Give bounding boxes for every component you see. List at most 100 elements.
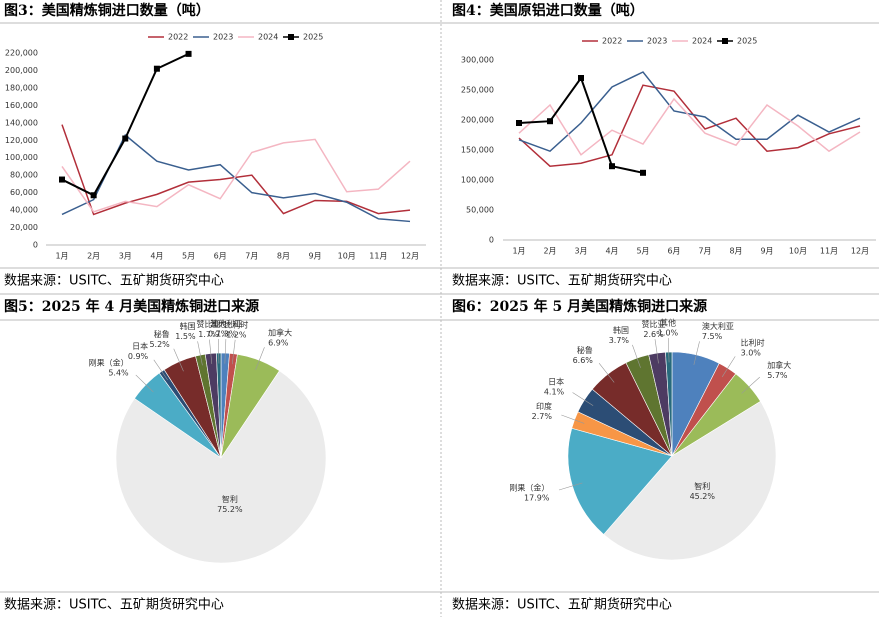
y-tick-label: 160,000 <box>5 101 38 110</box>
slice-name: 刚果（金） <box>509 482 549 492</box>
legend-label: 2023 <box>647 37 667 46</box>
x-tick-label: 10月 <box>338 252 356 261</box>
slice-value-label: 4.1% <box>544 388 565 397</box>
x-tick-label: 7月 <box>245 252 258 261</box>
legend-label: 2022 <box>168 33 188 42</box>
leader-line <box>135 374 154 393</box>
chart-title: 图6：2025 年 5 月美国精炼铜进口来源 <box>452 298 707 315</box>
x-tick-label: 2月 <box>87 252 100 261</box>
leader-line <box>558 482 583 491</box>
slice-value-label: 0.7% <box>208 330 229 339</box>
y-tick-label: 0 <box>489 236 494 245</box>
x-tick-label: 4月 <box>605 247 618 256</box>
x-tick-label: 3月 <box>119 252 132 261</box>
y-tick-label: 100,000 <box>461 176 494 185</box>
point-marker <box>578 75 584 81</box>
x-tick-label: 8月 <box>277 252 290 261</box>
legend-label: 2023 <box>213 33 233 42</box>
point-marker <box>516 120 522 126</box>
chart-title: 图3：美国精炼铜进口数量（吨） <box>4 2 210 19</box>
slice-name: 其他 <box>660 318 676 328</box>
y-tick-label: 40,000 <box>10 206 38 215</box>
y-tick-label: 80,000 <box>10 171 38 180</box>
y-tick-label: 150,000 <box>461 146 494 155</box>
leader-line <box>741 376 760 394</box>
slice-name: 加拿大 <box>268 327 292 337</box>
slice-name: 智利 <box>694 481 710 491</box>
slice-value-label: 2.7% <box>532 412 553 421</box>
y-tick-label: 250,000 <box>461 86 494 95</box>
leader-line <box>224 339 227 364</box>
y-tick-label: 20,000 <box>10 223 38 232</box>
slice-value-label: 1.5% <box>175 332 196 341</box>
x-tick-label: 6月 <box>667 247 680 256</box>
slice-name: 刚果（金） <box>89 357 129 367</box>
x-tick-label: 9月 <box>309 252 322 261</box>
y-tick-label: 300,000 <box>461 56 494 65</box>
slice-name: 秘鲁 <box>577 345 593 355</box>
series-line <box>518 71 861 153</box>
point-marker <box>609 163 615 170</box>
point-marker <box>153 65 160 72</box>
slice-value-label: 75.2% <box>217 505 243 514</box>
slice-name: 智利 <box>222 494 238 504</box>
slice-name: 澳大利亚 <box>210 319 242 329</box>
leader-line <box>561 414 585 424</box>
slice-value-label: 2.6% <box>643 330 664 339</box>
series-line <box>61 124 411 216</box>
slice-value-label: 1.3% <box>216 330 237 339</box>
chart-title: 图5：2025 年 4 月美国精炼铜进口来源 <box>4 298 259 315</box>
leader-line <box>598 363 615 383</box>
pie-slice <box>603 400 777 561</box>
leader-line <box>209 339 213 364</box>
source-note: 数据来源：USITC、五矿期货研究中心 <box>452 597 672 613</box>
point-marker <box>122 135 129 142</box>
slice-value-label: 6.9% <box>268 338 289 347</box>
slice-value-label: 1.7% <box>198 330 219 339</box>
legend-label: 2025 <box>737 37 757 46</box>
slice-name: 赞比亚 <box>196 319 220 329</box>
y-tick-label: 60,000 <box>10 188 38 197</box>
slice-name: 韩国 <box>180 321 196 331</box>
leader-line <box>721 356 736 378</box>
slice-value-label: 7.5% <box>702 332 723 341</box>
slice-name: 日本 <box>132 341 148 351</box>
slice-value-label: 5.2% <box>149 340 170 349</box>
y-tick-label: 200,000 <box>5 66 38 75</box>
x-tick-label: 3月 <box>574 247 587 256</box>
y-tick-label: 180,000 <box>5 83 38 92</box>
y-tick-label: 120,000 <box>5 136 38 145</box>
slice-value-label: 17.9% <box>524 493 550 502</box>
leader-line <box>153 359 168 381</box>
slice-value-label: 0.9% <box>128 352 149 361</box>
leader-line <box>654 339 659 364</box>
slice-value-label: 3.7% <box>609 336 630 345</box>
x-tick-label: 12月 <box>851 247 869 256</box>
slice-name: 秘鲁 <box>154 329 170 339</box>
x-tick-label: 11月 <box>369 252 387 261</box>
slice-name: 日本 <box>548 377 564 387</box>
y-tick-label: 200,000 <box>461 116 494 125</box>
slice-value-label: 1.0% <box>658 329 679 338</box>
point-marker <box>185 50 192 57</box>
legend-label: 2024 <box>258 33 278 42</box>
leader-line <box>572 392 594 406</box>
legend-marker <box>288 34 294 40</box>
leader-line <box>667 338 670 363</box>
slice-name: 比利时 <box>741 337 765 347</box>
point-marker <box>547 118 553 125</box>
pie-slice <box>115 370 327 564</box>
x-tick-label: 1月 <box>55 252 68 261</box>
slice-name: 比利时 <box>224 319 248 329</box>
slice-value-label: 45.2% <box>690 492 716 501</box>
slice-value-label: 5.4% <box>108 368 129 377</box>
x-tick-label: 12月 <box>401 252 419 261</box>
x-tick-label: 10月 <box>789 247 807 256</box>
chart-title: 图4：美国原铝进口数量（吨） <box>452 2 644 19</box>
series-line <box>518 84 861 167</box>
y-tick-label: 50,000 <box>466 206 494 215</box>
x-tick-label: 6月 <box>214 252 227 261</box>
series-line <box>61 133 411 223</box>
slice-value-label: 3.0% <box>741 348 762 357</box>
x-tick-label: 1月 <box>512 247 525 256</box>
